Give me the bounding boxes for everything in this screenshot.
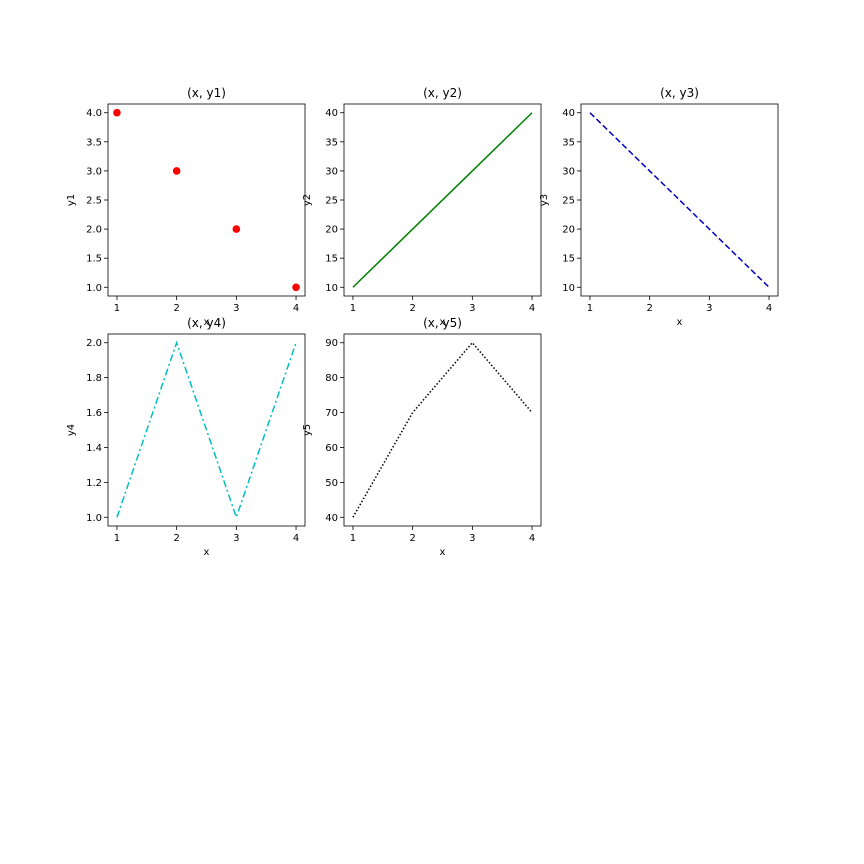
x-tick-label: 2 [409,303,415,314]
x-tick-label: 1 [114,533,120,544]
x-tick-label: 4 [766,303,772,314]
y-tick-label: 25 [562,196,575,207]
y-tick-label: 70 [325,408,338,419]
x-tick-label: 1 [587,303,593,314]
data-point [292,283,300,292]
y-tick-label: 30 [562,166,575,177]
x-tick-label: 3 [706,303,712,314]
data-point [232,225,241,233]
x-tick-label: 3 [469,533,475,544]
y-tick-label: 80 [325,373,338,384]
x-tick-label: 4 [293,533,299,544]
x-axis-label: x [440,317,446,328]
y-tick-label: 4.0 [86,108,102,119]
axes-frame [107,103,306,297]
data-point [113,108,121,117]
y-axis-label: y3 [539,194,550,206]
subplot-3: 1 2 3 4 10 15 20 25 30 35 40 (x, y3) x y3 [539,86,779,328]
x-tick-label: 1 [114,303,120,314]
chart-title: (x, y3) [660,86,699,100]
x-tick-label: 3 [233,303,239,314]
chart-title: (x, y4) [187,316,226,330]
y-axis-label: y1 [66,194,77,206]
y-tick-label: 30 [325,166,338,177]
y-tick-label: 1.0 [86,513,102,524]
x-tick-label: 3 [469,303,475,314]
y-tick-label: 40 [325,513,338,524]
x-axis-label: x [677,317,683,328]
y-tick-label: 90 [325,338,338,349]
y-tick-label: 2.0 [86,338,102,349]
y-tick-label: 10 [562,283,575,294]
y-tick-label: 35 [325,137,338,148]
chart-title: (x, y5) [423,316,462,330]
chart-title: (x, y1) [187,86,226,100]
y-tick-label: 40 [562,108,575,119]
y-axis-label: y5 [302,424,313,436]
y-tick-label: 25 [325,196,338,207]
series-line [116,340,297,520]
y-tick-label: 1.5 [86,254,102,265]
y-axis-label: y2 [302,194,313,206]
x-tick-label: 4 [529,533,535,544]
series-line [352,341,533,518]
x-tick-label: 1 [350,533,356,544]
y-tick-label: 1.4 [86,443,102,454]
y-tick-label: 15 [562,254,575,265]
x-axis-label: x [204,547,210,558]
y-tick-label: 2.0 [86,225,102,236]
y-tick-label: 1.8 [86,373,102,384]
x-tick-label: 4 [529,303,535,314]
x-axis-label: x [204,317,210,328]
y-tick-label: 3.0 [86,166,102,177]
axes-frame [107,333,306,527]
subplot-4: 1 2 3 41.01.21.41.61.82.0(x, y4)xy4 [66,316,306,558]
y-axis-label: y4 [66,424,77,436]
subplot-2: 1 2 3 4 10 15 20 25 30 35 40 (x, y2) x y2 [302,86,542,328]
y-tick-label: 1.2 [86,478,102,489]
x-tick-label: 2 [409,533,415,544]
series-line [589,112,770,288]
x-axis-label: x [440,547,446,558]
y-tick-label: 20 [562,225,575,236]
x-tick-label: 4 [293,303,299,314]
y-tick-label: 15 [325,254,338,265]
x-tick-label: 2 [173,303,179,314]
series-line [352,112,533,288]
x-tick-label: 3 [233,533,239,544]
y-tick-label: 3.5 [86,137,102,148]
axes-frame [343,333,542,527]
y-tick-label: 20 [325,225,338,236]
y-tick-label: 10 [325,283,338,294]
x-tick-label: 2 [173,533,179,544]
subplot-1: 1 2 3 4 1.0 1.5 2.0 2.5 3.0 3.5 4.0 (x, y1) x y1 [66,86,306,328]
y-tick-label: 2.5 [86,196,102,207]
chart-title: (x, y2) [423,86,462,100]
y-tick-label: 50 [325,478,338,489]
y-tick-label: 60 [325,443,338,454]
y-tick-label: 40 [325,108,338,119]
y-tick-label: 1.0 [86,283,102,294]
y-tick-label: 1.6 [86,408,102,419]
y-tick-label: 35 [562,137,575,148]
data-point [172,167,181,175]
x-tick-label: 1 [350,303,356,314]
x-tick-label: 2 [646,303,652,314]
